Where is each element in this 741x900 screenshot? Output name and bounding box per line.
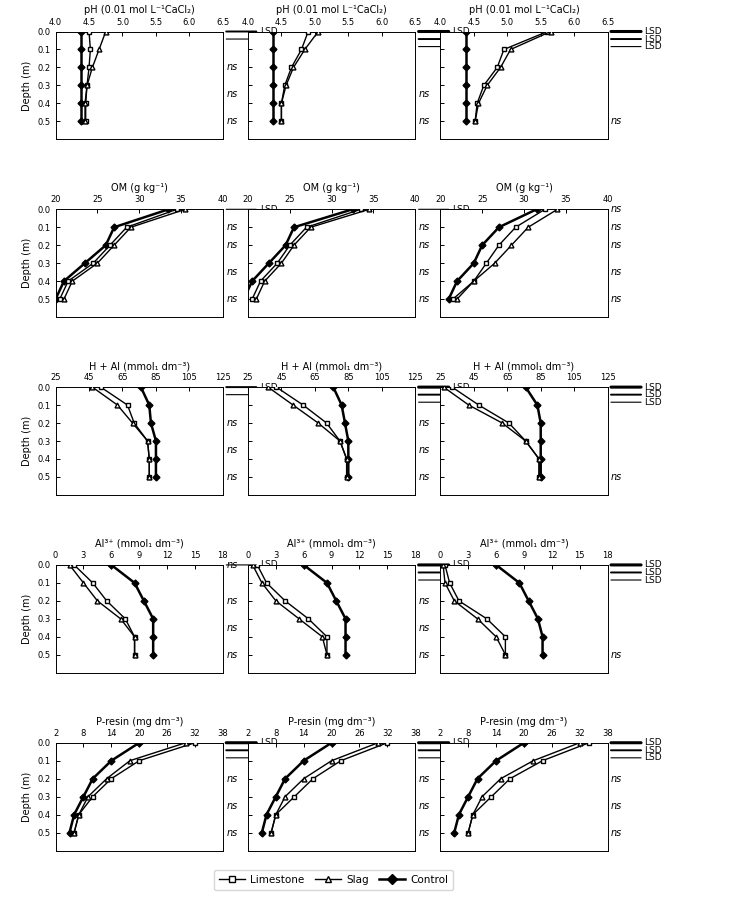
- Text: LSD: LSD: [452, 391, 470, 400]
- X-axis label: H + Al (mmol₁ dm⁻³): H + Al (mmol₁ dm⁻³): [89, 361, 190, 371]
- Text: ns: ns: [226, 650, 237, 660]
- X-axis label: OM (g kg⁻¹): OM (g kg⁻¹): [111, 184, 167, 194]
- Text: ns: ns: [611, 650, 622, 660]
- Text: ns: ns: [226, 240, 237, 250]
- Text: ns: ns: [611, 116, 622, 126]
- Text: LSD: LSD: [645, 575, 662, 584]
- X-axis label: pH (0.01 mol L⁻¹CaCl₂): pH (0.01 mol L⁻¹CaCl₂): [84, 5, 195, 15]
- Text: ns: ns: [611, 204, 622, 214]
- Text: LSD: LSD: [452, 205, 470, 214]
- X-axis label: Al³⁺ (mmol₁ dm⁻³): Al³⁺ (mmol₁ dm⁻³): [479, 539, 568, 549]
- Text: LSD: LSD: [645, 391, 662, 400]
- Text: ns: ns: [226, 560, 237, 570]
- X-axis label: H + Al (mmol₁ dm⁻³): H + Al (mmol₁ dm⁻³): [473, 361, 574, 371]
- Text: ns: ns: [226, 623, 237, 633]
- Text: ns: ns: [419, 294, 430, 304]
- Text: ns: ns: [419, 774, 430, 784]
- Text: LSD: LSD: [645, 27, 662, 36]
- Text: ns: ns: [419, 650, 430, 660]
- Text: ns: ns: [226, 418, 237, 428]
- Text: ns: ns: [226, 89, 237, 99]
- Text: LSD: LSD: [259, 391, 277, 400]
- Text: LSD: LSD: [452, 27, 470, 36]
- Text: LSD: LSD: [259, 34, 277, 43]
- Text: ns: ns: [419, 596, 430, 606]
- Text: ns: ns: [611, 774, 622, 784]
- Text: ns: ns: [226, 774, 237, 784]
- Text: ns: ns: [226, 596, 237, 606]
- Text: LSD: LSD: [645, 398, 662, 407]
- X-axis label: OM (g kg⁻¹): OM (g kg⁻¹): [496, 184, 552, 194]
- Y-axis label: Depth (m): Depth (m): [22, 238, 32, 288]
- Text: ns: ns: [611, 222, 622, 232]
- X-axis label: H + Al (mmol₁ dm⁻³): H + Al (mmol₁ dm⁻³): [281, 361, 382, 371]
- Text: LSD: LSD: [259, 738, 277, 747]
- Text: LSD: LSD: [645, 746, 662, 755]
- Text: ns: ns: [419, 116, 430, 126]
- Y-axis label: Depth (m): Depth (m): [22, 416, 32, 466]
- Text: ns: ns: [419, 418, 430, 428]
- Text: LSD: LSD: [645, 753, 662, 762]
- X-axis label: pH (0.01 mol L⁻¹CaCl₂): pH (0.01 mol L⁻¹CaCl₂): [276, 5, 387, 15]
- Text: ns: ns: [611, 240, 622, 250]
- Text: LSD: LSD: [452, 753, 470, 762]
- Text: ns: ns: [419, 472, 430, 482]
- Text: LSD: LSD: [645, 738, 662, 747]
- Text: LSD: LSD: [645, 568, 662, 577]
- Text: LSD: LSD: [452, 746, 470, 755]
- Legend: Limestone, Slag, Control: Limestone, Slag, Control: [213, 870, 453, 890]
- Text: LSD: LSD: [452, 382, 470, 392]
- Text: ns: ns: [419, 827, 430, 838]
- X-axis label: Al³⁺ (mmol₁ dm⁻³): Al³⁺ (mmol₁ dm⁻³): [288, 539, 376, 549]
- Text: ns: ns: [611, 294, 622, 304]
- Text: LSD: LSD: [452, 568, 470, 577]
- Text: LSD: LSD: [645, 42, 662, 51]
- Text: ns: ns: [611, 267, 622, 277]
- Text: LSD: LSD: [452, 738, 470, 747]
- Text: ns: ns: [226, 445, 237, 455]
- X-axis label: P-resin (mg dm⁻³): P-resin (mg dm⁻³): [288, 716, 375, 726]
- Text: LSD: LSD: [452, 34, 470, 43]
- Text: ns: ns: [611, 827, 622, 838]
- Text: LSD: LSD: [259, 753, 277, 762]
- Text: ns: ns: [226, 472, 237, 482]
- Text: ns: ns: [419, 240, 430, 250]
- X-axis label: P-resin (mg dm⁻³): P-resin (mg dm⁻³): [480, 716, 568, 726]
- Text: LSD: LSD: [452, 561, 470, 570]
- Text: LSD: LSD: [452, 398, 470, 407]
- Text: ns: ns: [226, 294, 237, 304]
- Y-axis label: Depth (m): Depth (m): [22, 594, 32, 644]
- X-axis label: OM (g kg⁻¹): OM (g kg⁻¹): [303, 184, 360, 194]
- Y-axis label: Depth (m): Depth (m): [22, 771, 32, 822]
- Text: LSD: LSD: [259, 205, 277, 214]
- Text: LSD: LSD: [645, 561, 662, 570]
- Text: LSD: LSD: [259, 561, 277, 570]
- Text: ns: ns: [226, 222, 237, 232]
- Text: LSD: LSD: [452, 42, 470, 51]
- Text: LSD: LSD: [645, 34, 662, 43]
- Text: ns: ns: [419, 89, 430, 99]
- X-axis label: pH (0.01 mol L⁻¹CaCl₂): pH (0.01 mol L⁻¹CaCl₂): [468, 5, 579, 15]
- Text: LSD: LSD: [259, 746, 277, 755]
- Text: ns: ns: [226, 116, 237, 126]
- Text: ns: ns: [226, 827, 237, 838]
- Text: ns: ns: [419, 222, 430, 232]
- Text: ns: ns: [226, 801, 237, 811]
- Text: LSD: LSD: [259, 27, 277, 36]
- Text: ns: ns: [419, 267, 430, 277]
- Text: ns: ns: [611, 472, 622, 482]
- X-axis label: Al³⁺ (mmol₁ dm⁻³): Al³⁺ (mmol₁ dm⁻³): [95, 539, 184, 549]
- Text: ns: ns: [226, 267, 237, 277]
- Text: ns: ns: [419, 801, 430, 811]
- Text: ns: ns: [611, 801, 622, 811]
- Text: ns: ns: [226, 62, 237, 72]
- Text: LSD: LSD: [645, 382, 662, 392]
- Text: ns: ns: [419, 623, 430, 633]
- Text: ns: ns: [419, 445, 430, 455]
- Text: LSD: LSD: [259, 382, 277, 392]
- Text: LSD: LSD: [452, 575, 470, 584]
- Y-axis label: Depth (m): Depth (m): [22, 60, 32, 111]
- X-axis label: P-resin (mg dm⁻³): P-resin (mg dm⁻³): [96, 716, 183, 726]
